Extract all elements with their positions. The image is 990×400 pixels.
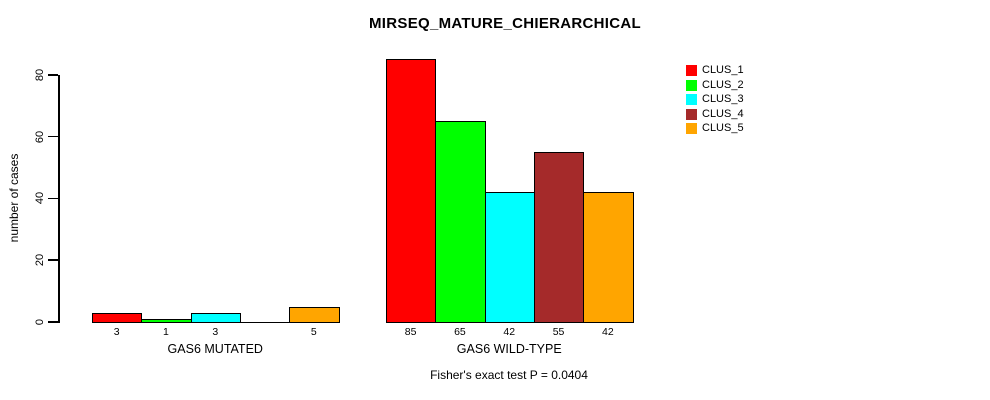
y-tick	[48, 135, 58, 138]
legend-label: CLUS_4	[702, 107, 744, 120]
x-group-label: GAS6 WILD-TYPE	[456, 342, 562, 356]
bar-value-label: 5	[310, 326, 317, 338]
y-axis-line	[58, 74, 60, 324]
x-group-label: GAS6 MUTATED	[167, 342, 263, 356]
bar-CLUS_5	[289, 307, 340, 323]
bar-CLUS_2	[435, 121, 486, 323]
subtitle-annotation: Fisher's exact test P = 0.0404	[430, 368, 588, 382]
legend-label: CLUS_5	[702, 122, 744, 134]
legend-label: CLUS_2	[702, 78, 744, 91]
bar-CLUS_1	[386, 59, 436, 323]
legend-item-CLUS_4: CLUS_4	[686, 107, 744, 120]
bar-value-label: 85	[404, 326, 417, 338]
bar-CLUS_2	[141, 319, 192, 323]
legend-label: CLUS_1	[702, 64, 744, 76]
y-tick	[48, 321, 58, 323]
bar-CLUS_3	[191, 313, 241, 323]
bar-value-label: 3	[212, 326, 219, 338]
bar-CLUS_4-zero	[240, 321, 290, 323]
bar-CLUS_3	[485, 192, 535, 323]
legend-swatch-icon	[686, 123, 697, 134]
bar-value-label: 42	[503, 326, 516, 338]
legend-swatch-icon	[686, 79, 697, 91]
y-tick	[48, 259, 58, 261]
legend: CLUS_1 CLUS_2 CLUS_3 CLUS_4 CLUS_5	[686, 65, 744, 134]
legend-item-CLUS_2: CLUS_2	[686, 78, 744, 91]
bar-value-label: 65	[454, 326, 466, 338]
bar-value-label: 42	[602, 326, 614, 338]
y-tick-label: 40	[34, 192, 46, 205]
legend-item-CLUS_1: CLUS_1	[686, 65, 744, 76]
legend-swatch-icon	[686, 65, 697, 76]
y-tick-label: 80	[34, 68, 46, 81]
bar-value-label: 55	[552, 326, 565, 338]
bar-CLUS_5	[583, 192, 634, 323]
bar-value-label: 3	[113, 326, 120, 338]
legend-label: CLUS_3	[702, 93, 744, 105]
legend-swatch-icon	[686, 108, 697, 120]
y-tick-label: 0	[34, 318, 46, 326]
y-tick	[48, 74, 58, 76]
y-axis-title: number of cases	[7, 153, 21, 243]
legend-swatch-icon	[686, 94, 697, 105]
bar-value-label: 1	[163, 326, 169, 338]
bar-CLUS_4	[534, 152, 584, 323]
legend-item-CLUS_5: CLUS_5	[686, 123, 744, 134]
legend-item-CLUS_3: CLUS_3	[686, 94, 744, 105]
bar-CLUS_1	[92, 313, 142, 323]
chart-title: MIRSEQ_MATURE_CHIERARCHICAL	[369, 15, 641, 32]
y-tick-label: 60	[34, 130, 46, 143]
y-tick	[48, 197, 58, 200]
y-tick-label: 20	[34, 254, 46, 267]
